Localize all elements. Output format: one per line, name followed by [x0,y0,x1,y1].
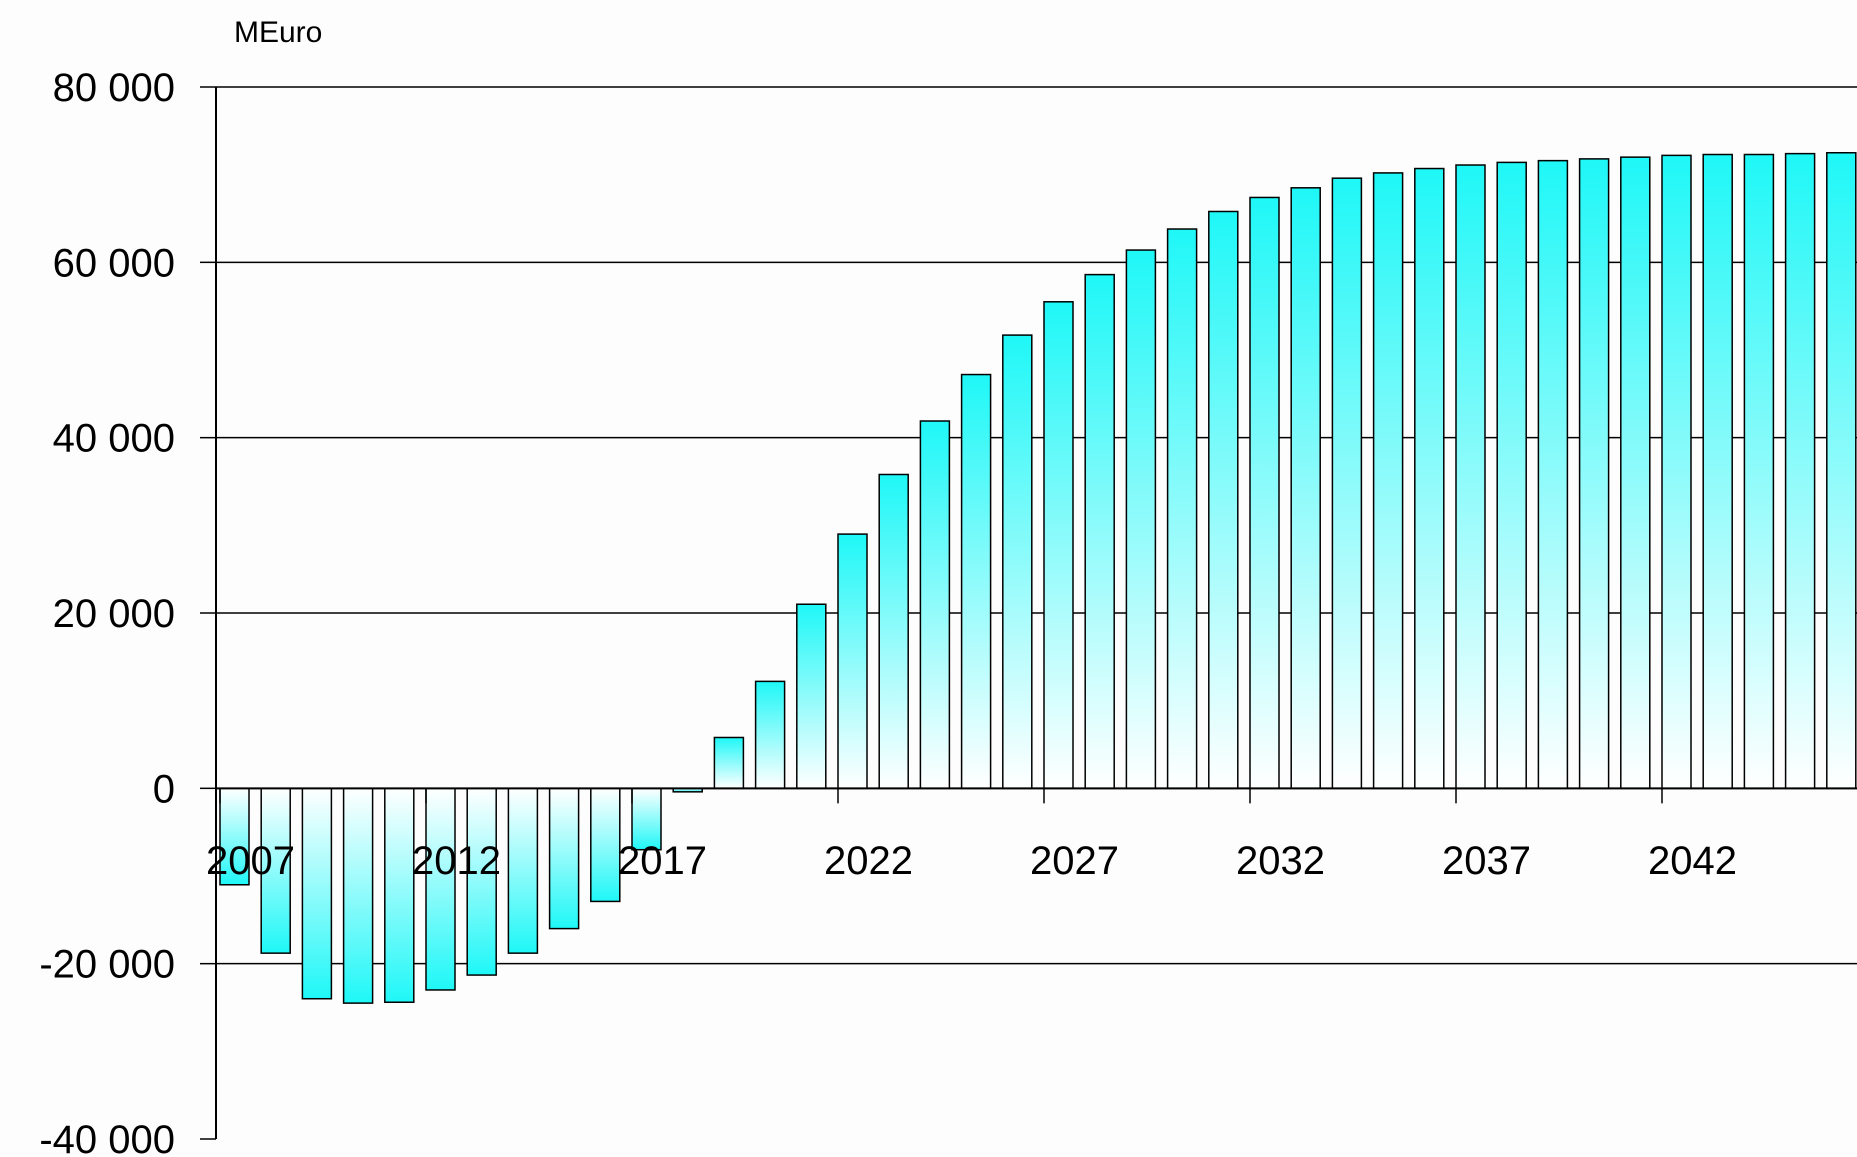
y-tick-labels: 80 000 60 000 40 000 20 000 0 -20 000 -40 000 [39,66,175,1157]
bar [1125,249,1157,790]
bar [507,787,539,954]
bar [796,603,827,790]
bar [1331,177,1363,790]
x-tick-label: 2017 [618,839,707,883]
bar [1702,153,1733,790]
bar [1496,161,1527,790]
bar [425,787,456,991]
grid-lines [216,86,1857,965]
bar [1620,156,1651,790]
bar [713,736,745,790]
bar [260,787,291,954]
y-tick-label: -20 000 [39,943,175,987]
bar [1537,159,1569,790]
y-tick-label: 0 [153,767,175,811]
y-tick-label: 20 000 [53,592,175,636]
bar [1166,228,1198,790]
axes [200,86,1857,1140]
bar [1743,153,1775,790]
bars [219,152,1857,1004]
bar [1372,172,1404,790]
x-tick-label: 2027 [1030,839,1119,883]
bar [960,373,992,790]
x-tick-label: 2022 [824,839,913,883]
bar [1661,154,1692,790]
bar [1249,196,1280,790]
bar [837,533,868,790]
bar [1002,334,1033,790]
bar [754,680,786,790]
x-tick-label: 2007 [206,839,295,883]
x-tick-label: 2042 [1648,839,1737,883]
bar [1826,152,1857,790]
bar [1414,167,1445,790]
bar [1784,152,1816,790]
bar [548,787,580,930]
x-tick-label: 2012 [412,839,501,883]
bar [1208,210,1239,790]
bar [1578,158,1610,790]
bar [878,473,909,790]
bar [1290,187,1321,790]
unit-label: MEuro [234,16,322,49]
y-tick-label: 40 000 [53,417,175,461]
y-tick-label: 60 000 [53,241,175,285]
bar [384,787,415,1003]
bar [1084,273,1115,790]
y-tick-label: -40 000 [39,1118,175,1157]
bar [301,787,333,1000]
bar [342,787,374,1004]
x-tick-label: 2032 [1236,839,1325,883]
x-tick-labels: 2007 2012 2017 2022 2027 2032 2037 2042 [206,839,1737,883]
x-tick-label: 2037 [1442,839,1531,883]
bar [1043,301,1074,790]
bar [919,420,951,790]
bar [590,787,621,903]
y-tick-label: 80 000 [53,66,175,110]
bar [1455,164,1486,790]
